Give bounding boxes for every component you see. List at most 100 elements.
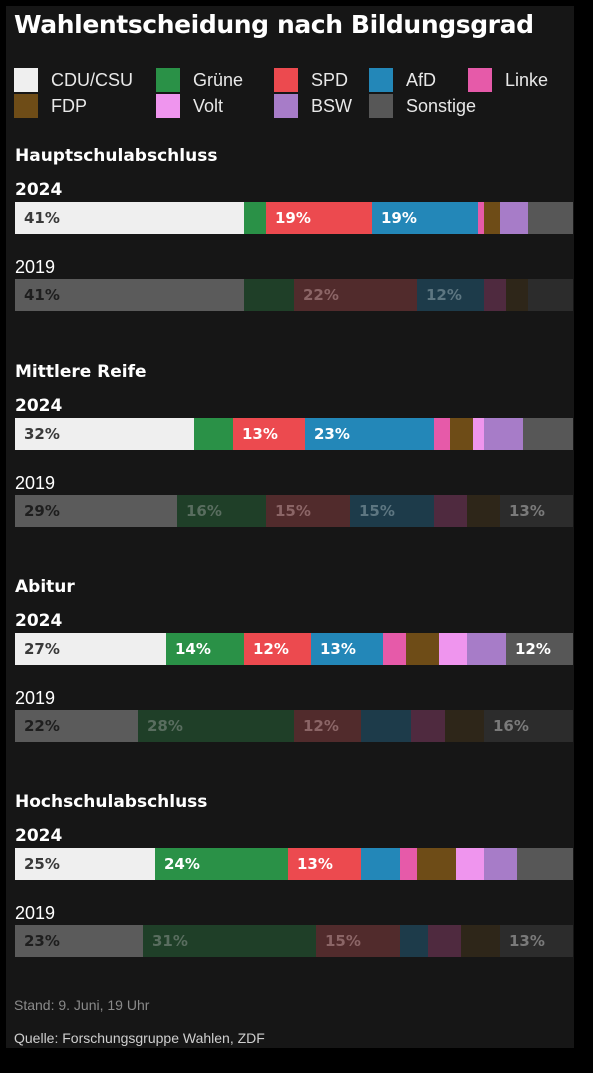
bar-segment-gruene: 16% — [177, 495, 266, 527]
legend-item-linke: Linke — [468, 68, 548, 92]
data-label-gruene: 28% — [147, 717, 183, 735]
bar-segment-gruene: 14% — [166, 633, 244, 665]
data-label-sonstige: 16% — [493, 717, 529, 735]
legend-swatch — [274, 68, 298, 92]
bar-segment-fdp — [467, 495, 500, 527]
bar-segment-linke — [434, 495, 467, 527]
legend-label: FDP — [51, 95, 87, 116]
bar-segment-cdu-csu: 41% — [15, 279, 244, 311]
stand-note: Stand: 9. Juni, 19 Uhr — [14, 997, 150, 1013]
group-title-abitur: Abitur — [15, 577, 75, 597]
bar-segment-volt — [456, 848, 484, 880]
bar-segment-afd: 19% — [372, 202, 478, 234]
bar-segment-sonstige: 16% — [484, 710, 573, 742]
bar-segment-linke — [411, 710, 445, 742]
legend-label: Linke — [505, 69, 549, 90]
legend-swatch — [14, 94, 38, 118]
group-title-mittlere-reife: Mittlere Reife — [15, 362, 147, 382]
bar-segment-afd: 23% — [305, 418, 434, 450]
bar-segment-spd: 13% — [233, 418, 305, 450]
data-label-spd: 19% — [275, 209, 311, 227]
bar-segment-spd: 22% — [294, 279, 417, 311]
legend-label: Volt — [193, 95, 224, 116]
bar-segment-sonstige: 12% — [506, 633, 573, 665]
data-label-afd: 23% — [314, 425, 350, 443]
bar-segment-linke — [400, 848, 417, 880]
bar-segment-cdu-csu: 27% — [15, 633, 166, 665]
legend-label: BSW — [311, 95, 353, 116]
data-label-spd: 13% — [297, 855, 333, 873]
year-label-2019: 2019 — [15, 688, 56, 708]
chart-title: Wahlentscheidung nach Bildungsgrad — [14, 10, 534, 39]
data-label-spd: 12% — [303, 717, 339, 735]
data-label-cdu-csu: 29% — [24, 502, 60, 520]
data-label-spd: 12% — [253, 640, 289, 658]
bar-segment-linke — [428, 925, 461, 957]
bar-segment-sonstige — [528, 279, 573, 311]
data-label-gruene: 24% — [164, 855, 200, 873]
bar-segment-fdp — [450, 418, 473, 450]
stacked-bar-hochschulabschluss-2024: 25% 24% 13% — [15, 848, 573, 880]
legend-swatch — [14, 68, 38, 92]
bar-segment-afd: 13% — [311, 633, 383, 665]
bar-segment-linke — [484, 279, 506, 311]
bar-segment-cdu-csu: 29% — [15, 495, 177, 527]
bar-segment-fdp — [445, 710, 484, 742]
bar-segment-spd: 12% — [244, 633, 311, 665]
bar-segment-cdu-csu: 32% — [15, 418, 194, 450]
bar-segment-fdp — [484, 202, 500, 234]
legend-swatch — [274, 94, 298, 118]
bar-segment-gruene: 28% — [138, 710, 294, 742]
bar-segment-sonstige — [517, 848, 573, 880]
bar-segment-gruene: 24% — [155, 848, 288, 880]
bar-segment-fdp — [417, 848, 456, 880]
bar-segment-cdu-csu: 41% — [15, 202, 244, 234]
bar-segment-bsw — [467, 633, 506, 665]
legend-label: Sonstige — [406, 95, 477, 116]
chart-card: Wahlentscheidung nach Bildungsgrad CDU/C… — [6, 6, 574, 1048]
stacked-bar-hauptschulabschluss-2024: 41% 19% 19% — [15, 202, 573, 234]
year-label-2019: 2019 — [15, 903, 56, 923]
source-note: Quelle: Forschungsgruppe Wahlen, ZDF — [14, 1030, 265, 1046]
data-label-spd: 15% — [275, 502, 311, 520]
legend-item-cdu-csu: CDU/CSU — [14, 68, 133, 92]
bar-segment-linke — [478, 202, 484, 234]
legend-swatch — [369, 68, 393, 92]
data-label-cdu-csu: 25% — [24, 855, 60, 873]
legend-swatch — [156, 68, 180, 92]
legend-item-sonstige: Sonstige — [369, 94, 476, 118]
data-label-cdu-csu: 41% — [24, 209, 60, 227]
year-label-2019: 2019 — [15, 257, 56, 277]
bar-segment-cdu-csu: 22% — [15, 710, 138, 742]
data-label-spd: 13% — [242, 425, 278, 443]
legend-item-bsw: BSW — [274, 94, 352, 118]
data-label-sonstige: 12% — [515, 640, 551, 658]
data-label-gruene: 14% — [175, 640, 211, 658]
legend-swatch — [468, 68, 492, 92]
legend-item-gruene: Grüne — [156, 68, 243, 92]
bar-segment-gruene — [244, 279, 294, 311]
data-label-cdu-csu: 23% — [24, 932, 60, 950]
group-title-hauptschulabschluss: Hauptschulabschluss — [15, 146, 218, 166]
bar-segment-afd — [361, 710, 411, 742]
bar-segment-spd: 15% — [266, 495, 350, 527]
year-label-2024: 2024 — [15, 611, 63, 631]
bar-segment-afd: 12% — [417, 279, 484, 311]
legend-item-spd: SPD — [274, 68, 348, 92]
legend-label: SPD — [311, 69, 349, 90]
year-label-2019: 2019 — [15, 473, 56, 493]
data-label-afd: 12% — [426, 286, 462, 304]
bar-segment-sonstige — [523, 418, 573, 450]
bar-segment-cdu-csu: 23% — [15, 925, 143, 957]
bar-segment-sonstige: 13% — [500, 925, 573, 957]
legend-label: Grüne — [193, 69, 244, 90]
legend-item-afd: AfD — [369, 68, 436, 92]
bar-segment-spd: 12% — [294, 710, 361, 742]
data-label-gruene: 16% — [186, 502, 222, 520]
bar-segment-spd: 13% — [288, 848, 361, 880]
bar-segment-gruene — [194, 418, 233, 450]
data-label-cdu-csu: 32% — [24, 425, 60, 443]
legend-swatch — [369, 94, 393, 118]
legend-swatch — [156, 94, 180, 118]
bar-segment-gruene — [244, 202, 266, 234]
